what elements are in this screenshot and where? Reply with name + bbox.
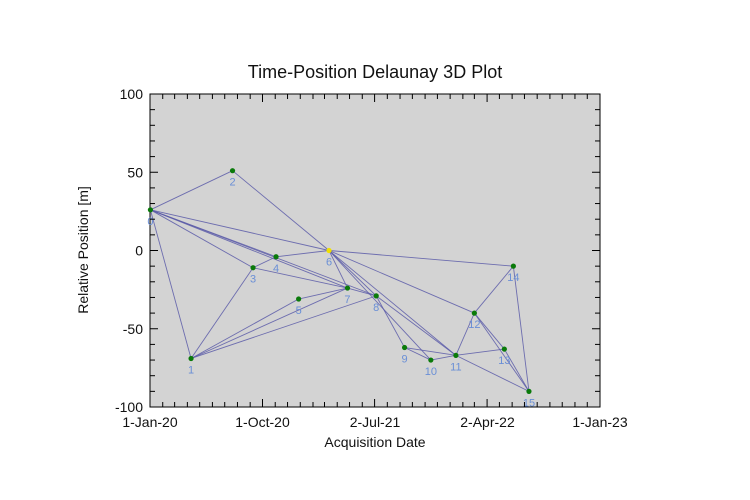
edge-10-11 (430, 354, 456, 361)
point-label-3: 3 (250, 274, 256, 286)
y-axis-label: Relative Position [m] (75, 186, 91, 314)
edge-0-1 (149, 209, 192, 359)
chart-title: Time-Position Delaunay 3D Plot (248, 62, 502, 82)
edge-8-9 (375, 295, 405, 348)
point-label-5: 5 (296, 305, 302, 317)
y-tick-label-0: 100 (120, 86, 144, 102)
data-point-14 (510, 263, 516, 269)
edge-3-1 (190, 267, 254, 359)
y-tick-label-2: 0 (135, 243, 143, 259)
edge-3-7 (252, 267, 348, 289)
data-point-10 (428, 357, 434, 363)
point-label-2: 2 (229, 177, 235, 189)
axis-ticks (149, 93, 601, 408)
point-label-4: 4 (273, 263, 279, 275)
y-tick-label-3: -50 (123, 321, 143, 337)
edge-12-13 (474, 312, 505, 350)
edge-6-10 (328, 250, 432, 361)
edge-9-10 (404, 347, 432, 361)
edge-7-8 (347, 287, 377, 297)
edge-6-8 (328, 250, 377, 297)
data-point-12 (471, 310, 477, 316)
edge-6-7 (328, 250, 348, 289)
triangulation-edges (149, 170, 530, 392)
edge-11-12 (455, 312, 475, 356)
edge-8-11 (375, 295, 457, 356)
point-label-10: 10 (425, 366, 437, 378)
point-label-1: 1 (188, 364, 194, 376)
point-label-9: 9 (401, 354, 407, 366)
edge-6-14 (328, 250, 514, 267)
point-label-13: 13 (498, 355, 510, 367)
data-point-15 (526, 388, 532, 394)
data-point-5 (296, 296, 302, 302)
point-label-12: 12 (468, 319, 480, 331)
edge-0-8 (150, 209, 377, 297)
point-label-8: 8 (373, 302, 379, 314)
edge-14-15 (512, 266, 530, 392)
edge-13-15 (503, 348, 530, 392)
y-tick-label-4: -100 (115, 399, 143, 415)
x-axis-label: Acquisition Date (324, 434, 425, 450)
point-label-6: 6 (326, 257, 332, 269)
data-point-0 (147, 207, 154, 213)
edge-1-5 (190, 298, 299, 359)
edge-12-14 (474, 265, 514, 314)
edge-12-15 (473, 312, 530, 392)
edge-6-11 (328, 250, 457, 356)
data-point-2 (229, 168, 236, 174)
x-tick-labels: 1-Jan-20 1-Oct-20 2-Jul-21 2-Apr-22 1-Jan-23 (122, 414, 627, 430)
x-tick-label-1: 1-Oct-20 (235, 414, 290, 430)
edge-11-15 (455, 354, 530, 392)
x-tick-label-0: 1-Jan-20 (122, 414, 177, 430)
data-point-13 (501, 346, 507, 352)
edge-9-11 (404, 347, 456, 356)
x-tick-label-2: 2-Jul-21 (350, 414, 401, 430)
y-tick-labels: 100 50 0 -50 -100 (115, 86, 143, 415)
data-point-7 (344, 285, 351, 291)
point-label-15: 15 (523, 397, 535, 409)
edge-3-4 (252, 256, 277, 269)
point-label-7: 7 (344, 294, 350, 306)
data-point-4 (273, 254, 279, 260)
edge-1-8 (190, 295, 377, 359)
edge-0-3 (150, 209, 254, 269)
data-point-1 (188, 355, 194, 362)
point-label-14: 14 (507, 272, 519, 284)
plot-area (149, 93, 601, 408)
edge-0-6 (150, 209, 330, 251)
edge-0-2 (150, 170, 233, 211)
edge-2-6 (232, 170, 330, 251)
data-point-9 (401, 344, 408, 351)
x-tick-label-4: 1-Jan-23 (572, 414, 627, 430)
edge-0-7 (150, 209, 348, 289)
point-label-0: 0 (147, 216, 153, 228)
data-point-6 (326, 247, 332, 254)
edge-5-7 (298, 287, 348, 300)
point-label-11: 11 (450, 361, 461, 373)
edge-11-13 (455, 348, 505, 356)
data-point-8 (373, 293, 379, 299)
x-tick-label-3: 2-Apr-22 (460, 414, 515, 430)
y-tick-label-1: 50 (127, 164, 143, 180)
data-point-11 (453, 352, 459, 358)
edge-4-6 (275, 250, 330, 258)
data-point-3 (250, 265, 256, 271)
data-points (147, 168, 532, 394)
edge-6-12 (328, 250, 475, 314)
edge-1-7 (190, 287, 348, 359)
